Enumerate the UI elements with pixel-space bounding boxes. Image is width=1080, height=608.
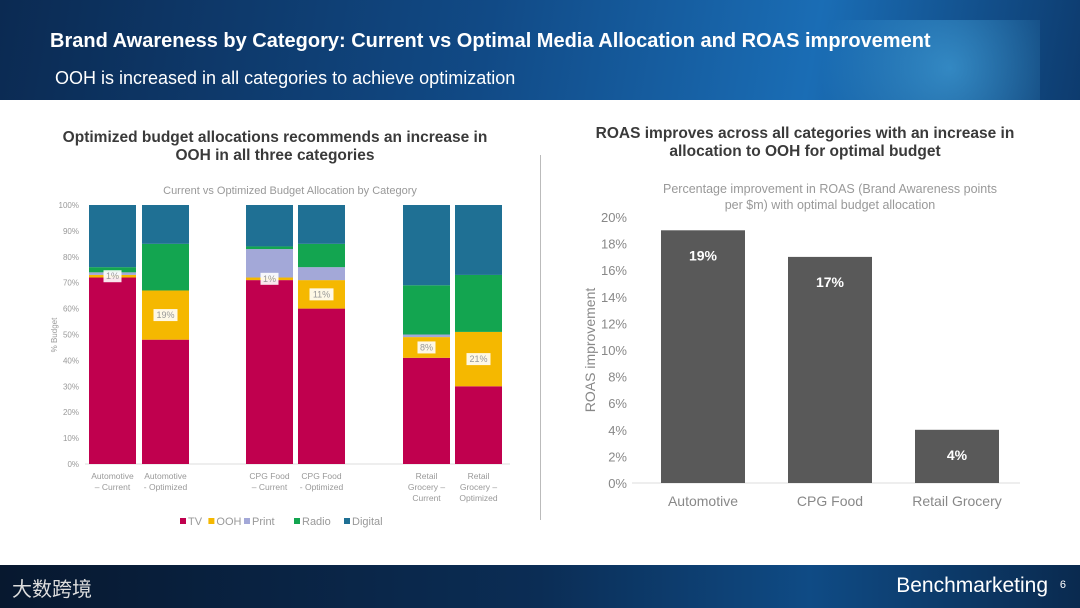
x-tick-label: Automotive - Optimized bbox=[144, 471, 188, 492]
x-tick-label: CPG Food - Optimized bbox=[300, 471, 344, 492]
bar-segment-print bbox=[246, 249, 293, 278]
y-tick-label: 80% bbox=[63, 253, 79, 262]
roas-improvement-chart: Percentage improvement in ROAS (Brand Aw… bbox=[582, 182, 1020, 509]
bar-segment-tv bbox=[298, 308, 345, 464]
data-label-bg bbox=[260, 272, 279, 285]
y-tick-label: 14% bbox=[601, 290, 627, 305]
left-panel-heading: Optimized budget allocations recommends … bbox=[62, 129, 488, 164]
bar-segment-digital bbox=[89, 205, 136, 268]
y-tick-label: 10% bbox=[63, 434, 79, 443]
page-number: 6 bbox=[1059, 579, 1066, 591]
y-tick-label: 50% bbox=[63, 331, 79, 340]
x-tick-label: CPG Food – Current bbox=[249, 471, 289, 492]
data-label-bg bbox=[417, 341, 436, 354]
bar-segment-tv bbox=[89, 277, 136, 464]
legend-label-radio: Radio bbox=[302, 516, 331, 528]
panel-divider bbox=[540, 155, 541, 520]
y-tick-label: 6% bbox=[608, 396, 627, 411]
data-label: 21% bbox=[469, 354, 487, 364]
y-tick-label: 20% bbox=[601, 210, 627, 225]
bar-segment-radio bbox=[298, 243, 345, 268]
data-label-bg bbox=[153, 309, 178, 322]
x-tick-label: Automotive bbox=[668, 493, 738, 509]
y-tick-label: 12% bbox=[601, 316, 627, 331]
data-label: 1% bbox=[263, 274, 276, 284]
bar-segment-tv bbox=[455, 386, 502, 464]
y-tick-label: 40% bbox=[63, 356, 79, 365]
legend-swatch-ooh bbox=[208, 518, 215, 524]
y-axis-label: % Budget bbox=[50, 317, 59, 352]
legend-label-ooh: OOH bbox=[216, 516, 241, 528]
data-label: 4% bbox=[947, 447, 968, 463]
legend-swatch-radio bbox=[294, 518, 300, 524]
brand-logo: Benchmarketing bbox=[896, 574, 1048, 597]
data-label: 1% bbox=[106, 271, 119, 281]
page-title: Brand Awareness by Category: Current vs … bbox=[50, 30, 931, 52]
bar-segment-tv bbox=[403, 357, 450, 464]
x-tick-label: Automotive – Current bbox=[91, 471, 134, 492]
data-label: 19% bbox=[156, 310, 174, 320]
page-subtitle: OOH is increased in all categories to ac… bbox=[55, 68, 516, 88]
bar-segment-radio bbox=[455, 274, 502, 332]
roas-bar bbox=[788, 256, 872, 483]
bar-segment-radio bbox=[142, 243, 189, 291]
y-tick-label: 4% bbox=[608, 423, 627, 438]
data-label: 8% bbox=[420, 342, 433, 352]
bar-segment-tv bbox=[246, 280, 293, 464]
x-tick-label: Retail Grocery – Optimized bbox=[459, 471, 498, 503]
chart-title: Current vs Optimized Budget Allocation b… bbox=[163, 185, 417, 197]
data-label-bg bbox=[103, 270, 122, 283]
bar-segment-digital bbox=[298, 205, 345, 244]
bar-segment-digital bbox=[455, 205, 502, 275]
y-axis-label: ROAS improvement bbox=[582, 288, 598, 413]
footer-banner: 大数跨境 Benchmarketing 6 bbox=[0, 565, 1080, 608]
y-tick-label: 0% bbox=[608, 476, 627, 491]
legend-swatch-tv bbox=[180, 518, 186, 524]
bar-segment-digital bbox=[142, 205, 189, 244]
budget-allocation-chart: Current vs Optimized Budget Allocation b… bbox=[50, 185, 510, 528]
legend-swatch-print bbox=[244, 518, 250, 524]
y-tick-label: 8% bbox=[608, 370, 627, 385]
y-tick-label: 90% bbox=[63, 227, 79, 236]
legend-label-tv: TV bbox=[188, 516, 203, 528]
data-label: 17% bbox=[816, 274, 845, 290]
bar-segment-print bbox=[403, 334, 450, 338]
x-tick-label: Retail Grocery bbox=[912, 493, 1001, 509]
legend-label-print: Print bbox=[252, 516, 275, 528]
legend-swatch-digital bbox=[344, 518, 350, 524]
y-tick-label: 18% bbox=[601, 237, 627, 252]
chart-title-line: Percentage improvement in ROAS (Brand Aw… bbox=[663, 182, 997, 196]
x-tick-label: CPG Food bbox=[797, 493, 863, 509]
data-label: 11% bbox=[313, 289, 330, 299]
footer-logo: 大数跨境 bbox=[12, 579, 92, 601]
y-tick-label: 30% bbox=[63, 382, 79, 391]
header-banner: Brand Awareness by Category: Current vs … bbox=[0, 0, 1080, 100]
y-tick-label: 60% bbox=[63, 305, 79, 314]
y-tick-label: 16% bbox=[601, 263, 627, 278]
roas-bar bbox=[661, 230, 745, 483]
y-tick-label: 2% bbox=[608, 449, 627, 464]
bar-segment-radio bbox=[246, 246, 293, 250]
bar-segment-radio bbox=[403, 285, 450, 335]
data-label-bg bbox=[309, 288, 334, 301]
roas-bar bbox=[915, 429, 999, 483]
y-tick-label: 10% bbox=[601, 343, 627, 358]
bar-segment-radio bbox=[89, 267, 136, 273]
legend-label-digital: Digital bbox=[352, 516, 383, 528]
right-panel-heading: ROAS improves across all categories with… bbox=[595, 125, 1015, 160]
bar-segment-digital bbox=[246, 205, 293, 247]
data-label-bg bbox=[466, 353, 491, 366]
bar-segment-digital bbox=[403, 205, 450, 286]
x-tick-label: Retail Grocery – Current bbox=[408, 471, 446, 503]
y-tick-label: 100% bbox=[59, 201, 79, 210]
data-label: 19% bbox=[689, 247, 718, 263]
y-tick-label: 70% bbox=[63, 279, 79, 288]
chart-title-line: per $m) with optimal budget allocation bbox=[725, 198, 936, 212]
bar-segment-tv bbox=[142, 339, 189, 464]
y-tick-label: 20% bbox=[63, 408, 79, 417]
y-tick-label: 0% bbox=[67, 460, 79, 469]
bar-segment-print bbox=[298, 267, 345, 281]
network-graphic bbox=[740, 20, 1040, 100]
